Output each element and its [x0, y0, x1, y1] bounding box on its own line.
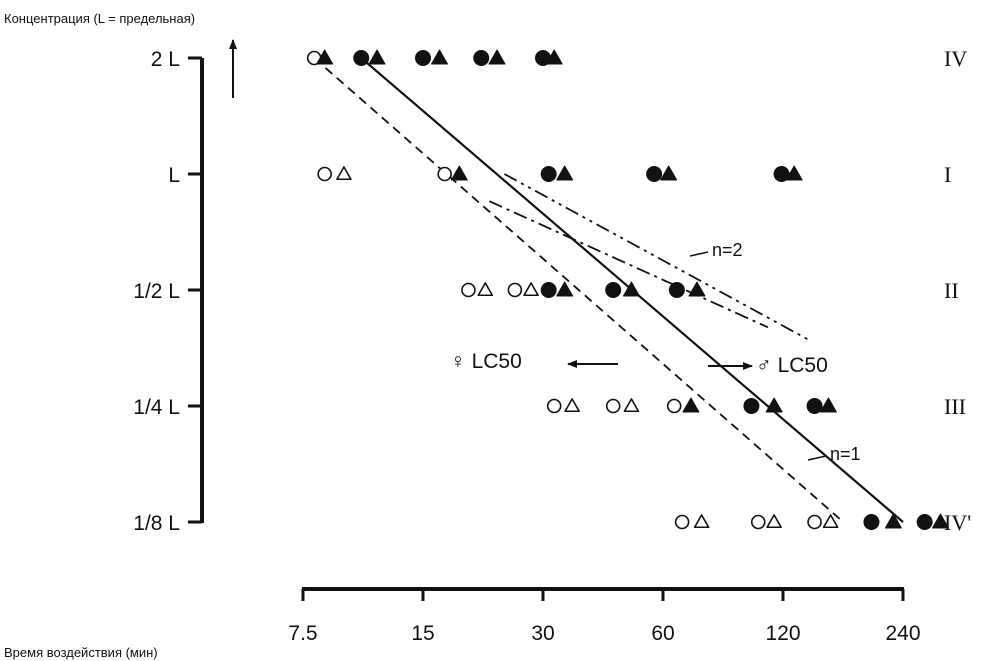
- x-tick-label-15: 15: [411, 622, 434, 645]
- filled-triangle-marker: [931, 513, 949, 529]
- filled-triangle-marker: [785, 165, 803, 181]
- open-triangle-marker: [523, 282, 539, 297]
- open-circle-marker: [807, 514, 822, 530]
- filled-triangle-marker: [545, 49, 563, 65]
- open-triangle-marker: [693, 514, 710, 529]
- filled-circle-marker: [743, 398, 760, 414]
- filled-triangle-marker: [556, 281, 574, 297]
- filled-triangle-marker: [450, 165, 468, 181]
- y-tick-label-2l: 2 L: [151, 48, 180, 71]
- row-label-iv-prime: IV': [944, 510, 971, 535]
- n1-label: n=1: [830, 444, 861, 464]
- filled-circle-marker: [668, 282, 685, 298]
- data-markers: [306, 49, 949, 530]
- filled-triangle-marker: [688, 281, 706, 297]
- filled-circle-marker: [415, 50, 431, 66]
- open-circle-marker: [461, 282, 476, 298]
- filled-triangle-marker: [488, 49, 506, 65]
- filled-circle-marker: [540, 282, 557, 298]
- y-tick-label-quarter-l: 1/4 L: [133, 396, 180, 419]
- open-circle-marker: [546, 398, 562, 414]
- filled-triangle-marker: [682, 397, 700, 413]
- n2-leader-line: [689, 251, 709, 257]
- filled-circle-marker: [353, 50, 370, 66]
- open-triangle-marker: [336, 166, 352, 181]
- open-triangle-marker: [822, 514, 839, 529]
- filled-circle-marker: [863, 514, 880, 530]
- open-circle-marker: [507, 282, 523, 298]
- x-axis-ticks: [301, 589, 905, 601]
- row-label-iii: III: [944, 394, 966, 419]
- filled-circle-marker: [540, 166, 557, 182]
- filled-circle-marker: [916, 514, 933, 530]
- filled-triangle-marker: [622, 281, 640, 297]
- open-circle-marker: [666, 398, 682, 414]
- x-tick-label-7-5: 7.5: [288, 622, 317, 645]
- male-lc50-label: ♂ LC50: [756, 354, 828, 377]
- open-triangle-marker: [623, 398, 640, 413]
- n2-label: n=2: [712, 240, 743, 260]
- filled-circle-marker: [806, 398, 823, 414]
- filled-triangle-marker: [660, 165, 678, 181]
- row-label-ii: II: [944, 278, 959, 303]
- x-axis-title: Время воздействия (мин): [4, 645, 158, 660]
- regression-line-dashed: [313, 57, 844, 523]
- n1-leader-line: [807, 455, 827, 461]
- y-tick-label-eighth-l: 1/8 L: [133, 512, 180, 535]
- filled-circle-marker: [473, 50, 490, 66]
- filled-triangle-marker: [884, 513, 902, 529]
- filled-triangle-marker: [316, 49, 334, 65]
- filled-triangle-marker: [368, 49, 386, 65]
- open-triangle-marker: [766, 514, 782, 529]
- row-label-i: I: [944, 162, 951, 187]
- open-triangle-marker: [477, 282, 494, 297]
- y-axis-title: Концентрация (L = предельная): [4, 11, 195, 26]
- x-tick-label-60: 60: [651, 622, 674, 645]
- open-circle-marker: [750, 514, 766, 530]
- open-circle-marker: [317, 166, 332, 182]
- row-label-iv: IV: [944, 46, 967, 71]
- open-circle-marker: [437, 166, 452, 182]
- filled-triangle-marker: [819, 397, 837, 413]
- x-tick-label-30: 30: [531, 622, 554, 645]
- y-axis-ticks: [188, 56, 202, 524]
- regression-line-dash-dot: [488, 200, 769, 329]
- regression-line-dash-dot-dot: [503, 173, 811, 342]
- filled-triangle-marker: [556, 165, 574, 181]
- open-triangle-marker: [564, 398, 580, 413]
- x-tick-label-120: 120: [765, 622, 800, 645]
- female-lc50-label: ♀ LC50: [450, 350, 522, 373]
- filled-triangle-marker: [431, 49, 449, 65]
- open-circle-marker: [605, 398, 621, 414]
- y-tick-label-l: L: [168, 164, 180, 187]
- filled-circle-marker: [646, 166, 663, 182]
- y-tick-label-half-l: 1/2 L: [133, 280, 180, 303]
- x-tick-label-240: 240: [885, 622, 920, 645]
- filled-circle-marker: [605, 282, 622, 298]
- open-circle-marker: [674, 514, 690, 530]
- filled-triangle-marker: [765, 397, 783, 413]
